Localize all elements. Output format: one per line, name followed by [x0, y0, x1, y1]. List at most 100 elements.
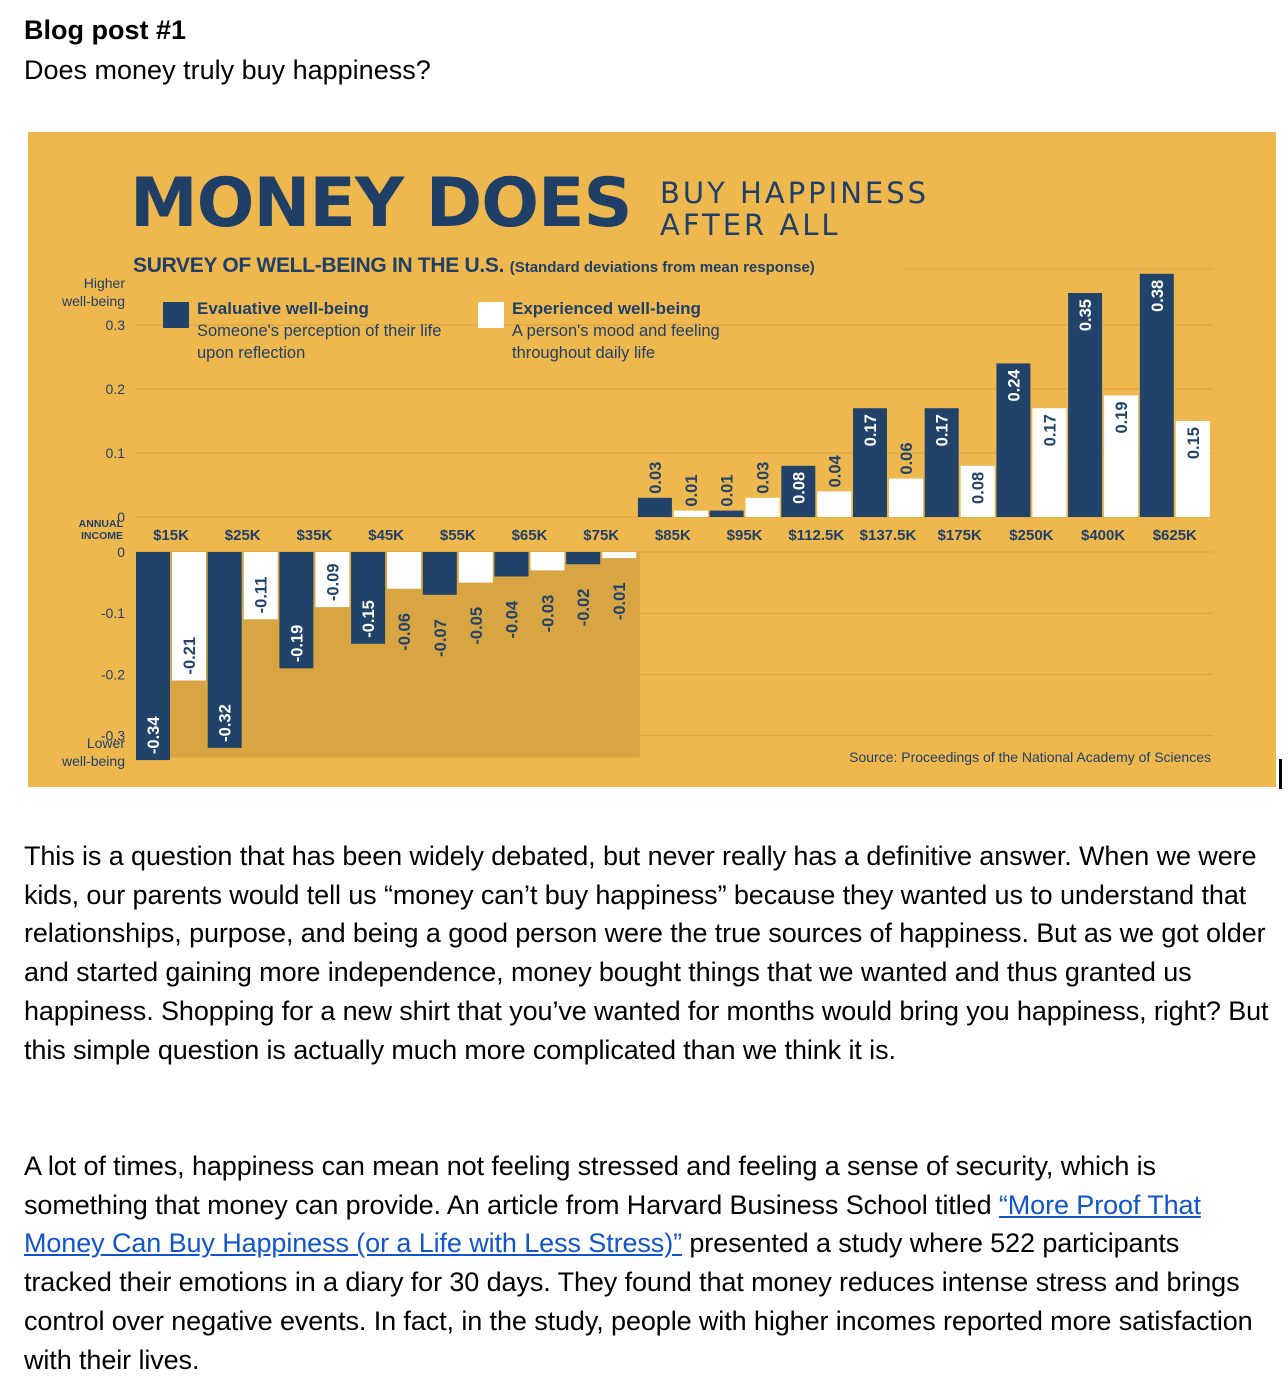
- bar-evaluative: [351, 552, 386, 644]
- legend-swatch-experienced: [478, 302, 504, 328]
- data-label-experienced: -0.03: [540, 595, 558, 633]
- bar-experienced: [172, 552, 206, 681]
- bar-experienced: [1032, 408, 1067, 517]
- legend-desc-evaluative: Someone's perception of their life upon …: [197, 322, 442, 362]
- data-label-experienced: 0.08: [970, 472, 988, 504]
- x-tick-label: $400K: [1081, 527, 1125, 544]
- legend-desc-experienced: A person's mood and feeling throughout d…: [512, 322, 720, 362]
- bar-evaluative: [924, 408, 959, 517]
- bar-evaluative: [279, 552, 314, 669]
- bar-experienced: [673, 510, 708, 517]
- x-tick-label: $25K: [225, 527, 261, 544]
- bar-experienced: [745, 497, 780, 517]
- x-axis-title-line1: ANNUAL: [79, 518, 124, 530]
- bar-evaluative: [709, 510, 744, 517]
- x-tick-label: $45K: [368, 527, 404, 544]
- data-label-evaluative: -0.32: [217, 704, 235, 742]
- y-tick-label-upper: 0: [117, 509, 125, 525]
- y-tick-label-lower: -0.3: [101, 728, 125, 744]
- y-tick-label-lower: 0: [117, 544, 125, 560]
- y-tick-label-lower: -0.2: [101, 666, 125, 682]
- post-subtitle: Does money truly buy happiness?: [24, 55, 431, 85]
- y-tick-label-lower: -0.1: [101, 605, 125, 621]
- x-tick-label: $55K: [440, 527, 476, 544]
- legend-name-evaluative: Evaluative well-being: [197, 299, 369, 318]
- x-tick-label: $65K: [512, 527, 548, 544]
- x-tick-label: $175K: [938, 527, 982, 544]
- data-label-evaluative: -0.34: [145, 716, 163, 754]
- data-label-experienced: 0.04: [826, 454, 844, 487]
- paragraph-2: A lot of times, happiness can mean not f…: [24, 1147, 1274, 1379]
- y-upper-label-line1: Higher: [84, 275, 126, 291]
- bar-experienced: [1104, 395, 1139, 517]
- x-tick-label: $250K: [1009, 527, 1053, 544]
- data-label-experienced: 0.01: [683, 474, 701, 506]
- y-lower-label-line2: well-being: [61, 753, 125, 769]
- data-label-experienced: 0.15: [1185, 427, 1203, 459]
- data-label-experienced: -0.01: [611, 583, 629, 621]
- chart-source: Source: Proceedings of the National Acad…: [849, 749, 1211, 765]
- bar-experienced: [315, 552, 350, 608]
- y-tick-label-upper: 0.1: [106, 445, 126, 461]
- data-label-experienced: 0.17: [1041, 414, 1059, 446]
- data-label-experienced: -0.11: [253, 577, 271, 614]
- bar-evaluative: [637, 497, 672, 517]
- data-label-evaluative: -0.15: [360, 600, 378, 638]
- y-lower-label-line1: Lower: [87, 735, 125, 751]
- paragraph-2-rest: presented a study where 522 participants…: [24, 1228, 1253, 1375]
- y-upper-label-line2: well-being: [61, 293, 125, 309]
- bar-experienced: [243, 552, 278, 620]
- y-tick-label-upper: 0.3: [106, 317, 126, 333]
- data-label-evaluative: 0.24: [1005, 369, 1023, 402]
- bar-evaluative: [136, 552, 170, 761]
- bar-evaluative: [207, 552, 242, 748]
- data-label-evaluative: -0.07: [432, 619, 450, 657]
- data-label-evaluative: 0.08: [790, 472, 808, 504]
- legend-swatch-evaluative: [163, 302, 189, 328]
- data-label-evaluative: 0.17: [934, 414, 952, 446]
- post-title: Blog post #1: [24, 15, 187, 45]
- bar-evaluative: [422, 552, 457, 595]
- text-cursor: [1279, 759, 1282, 789]
- data-label-evaluative: 0.01: [719, 474, 737, 506]
- y-tick-label-upper: 0.2: [106, 381, 126, 397]
- bar-chart-svg: 0.3 0.2 0.1 0 0 -0.1 -0.2 -0.3 Higher well-being L…: [61, 268, 1213, 769]
- bar-experienced: [458, 552, 493, 583]
- data-label-evaluative: 0.38: [1149, 280, 1167, 312]
- data-label-evaluative: 0.35: [1077, 299, 1095, 331]
- headline-side-line-1: BUY HAPPINESS: [660, 176, 930, 210]
- bar-experienced: [960, 465, 995, 517]
- infographic-chart: 0.3 0.2 0.1 0 0 -0.1 -0.2 -0.3 Higher well-being L…: [28, 132, 1276, 787]
- bar-experienced: [387, 552, 422, 589]
- x-tick-label: $75K: [583, 527, 619, 544]
- data-label-experienced: 0.19: [1113, 401, 1131, 433]
- chart-subtitle: SURVEY OF WELL-BEING IN THE U.S. (Standa…: [133, 254, 815, 278]
- legend-name-experienced: Experienced well-being: [512, 299, 701, 318]
- bar-evaluative: [566, 552, 601, 565]
- x-tick-label: $625K: [1153, 527, 1197, 544]
- bar-evaluative: [494, 552, 529, 577]
- bar-evaluative: [1139, 273, 1174, 517]
- data-label-evaluative: -0.04: [504, 600, 522, 638]
- headline-side: BUY HAPPINESS AFTER ALL: [660, 177, 929, 241]
- data-label-experienced: -0.05: [468, 607, 486, 645]
- headline-side-line-2: AFTER ALL: [660, 208, 841, 242]
- data-label-experienced: -0.21: [181, 637, 199, 675]
- bar-evaluative: [1068, 293, 1103, 517]
- hbs-article-link[interactable]: “More Proof That Money Can Buy Happiness…: [24, 1189, 1201, 1259]
- bar-evaluative: [781, 465, 816, 517]
- x-axis-title-line2: INCOME: [81, 530, 123, 542]
- bar-evaluative: [853, 408, 887, 517]
- chart-subtitle-note: (Standard deviations from mean response): [509, 259, 815, 276]
- x-tick-label: $35K: [296, 527, 332, 544]
- data-label-evaluative: 0.17: [862, 414, 880, 446]
- x-tick-label: $95K: [727, 527, 763, 544]
- data-label-experienced: -0.06: [396, 613, 414, 651]
- bar-experienced: [889, 478, 923, 517]
- headline-main: MONEY DOES: [130, 164, 632, 243]
- x-tick-label: $112.5K: [788, 527, 844, 544]
- chart-subtitle-main: SURVEY OF WELL-BEING IN THE U.S.: [133, 254, 505, 277]
- x-tick-label: $15K: [153, 527, 189, 544]
- data-label-evaluative: -0.02: [575, 589, 593, 627]
- paragraph-1: This is a question that has been widely …: [24, 841, 1269, 1065]
